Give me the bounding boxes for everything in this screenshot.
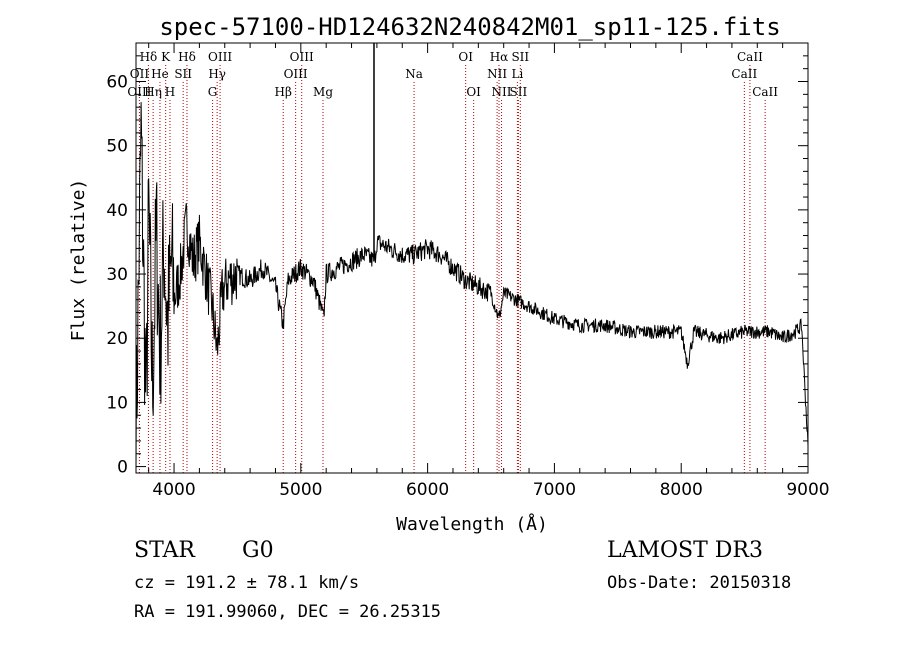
y-tick-label: 20 [106,329,128,349]
spectrum-line [135,102,809,472]
y-tick-label: 60 [106,73,128,93]
line-label: Mg [313,85,333,99]
survey-name: LAMOST DR3 [607,538,763,563]
x-tick-label: 7000 [533,480,576,500]
line-label: Hδ [178,50,196,64]
line-label: CaII [737,50,763,64]
line-label: Hγ [208,67,226,81]
line-label: CaII [752,85,778,99]
x-axis-label: Wavelength (Å) [396,513,548,535]
y-axis-label: Flux (relative) [68,179,89,342]
object-subclass: G0 [242,538,274,563]
axis-ticks: 4000 5000 6000 7000 8000 9000 0 10 20 30 40 50 60 [106,43,830,500]
plot-frame [135,42,809,474]
line-label: OI [466,85,481,99]
x-tick-label: 6000 [406,480,449,500]
y-tick-label: 10 [106,393,128,413]
line-label: Hα [490,50,509,64]
line-label: CaII [731,67,757,81]
line-label: SII [511,50,529,64]
line-label: SII [510,85,528,99]
line-label: SII [174,67,192,81]
spectrum-series-layer [135,43,809,472]
line-label: Hη [144,85,162,99]
line-label: Hβ [275,85,292,99]
line-label: G [208,85,218,99]
redshift-text: cz = 191.2 ± 78.1 km/s [134,573,360,593]
y-tick-label: 30 [106,265,128,285]
line-label: OII [130,67,150,81]
line-label: OIII [290,50,314,64]
x-tick-label: 5000 [279,480,322,500]
line-label: OIII [208,50,232,64]
line-label: Li [511,67,523,81]
line-label: Hδ [140,50,158,64]
obs-date: Obs-Date: 20150318 [607,573,792,593]
line-label: Na [405,67,423,81]
coordinates: RA = 191.99060, DEC = 26.25315 [134,602,442,622]
x-tick-label: 4000 [152,480,195,500]
line-label: OIII [284,67,308,81]
x-tick-label: 9000 [786,480,829,500]
object-class: STAR [134,538,195,563]
line-label: NII [492,85,512,99]
y-tick-label: 40 [106,201,128,221]
line-label: He [151,67,169,81]
y-tick-label: 50 [106,137,128,157]
line-label: K [161,50,171,64]
line-label: H [165,85,175,99]
line-label: OI [458,50,473,64]
line-label: OIII [127,85,151,99]
y-tick-label: 0 [117,458,128,478]
line-label: NII [487,67,507,81]
x-tick-label: 8000 [660,480,703,500]
chart-title: spec-57100-HD124632N240842M01_sp11-125.f… [159,13,780,41]
